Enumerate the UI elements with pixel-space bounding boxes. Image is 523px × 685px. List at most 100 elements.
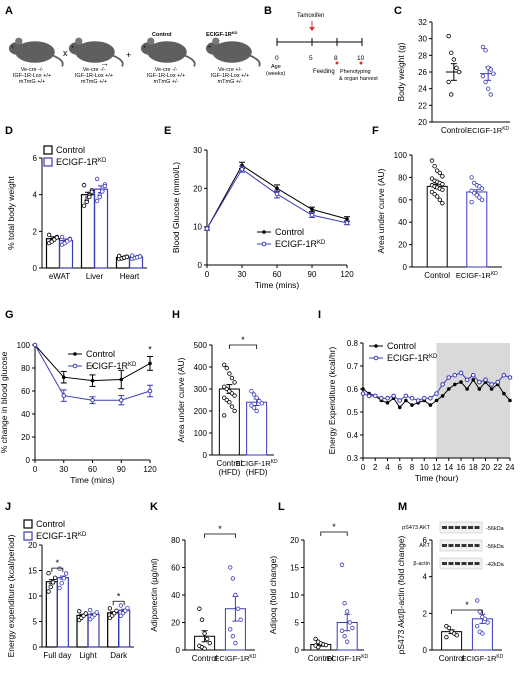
data-point [230, 576, 235, 581]
series-point [397, 398, 403, 403]
series-point [410, 403, 414, 407]
series-point [397, 405, 402, 410]
genotype-text: Ve-cre -/- [155, 67, 178, 73]
data-point [469, 199, 474, 205]
y-tick-label: 60 [171, 564, 180, 573]
blot-band [474, 544, 480, 547]
legend-marker-ko [261, 241, 267, 247]
y-tick-label: 0 [423, 646, 428, 655]
significance-star: * [465, 600, 469, 610]
y-tick-label: 200 [194, 407, 208, 416]
x-tick-label: 0 [205, 270, 210, 279]
data-point [100, 189, 105, 194]
significance-bracket [320, 531, 348, 536]
data-point [451, 57, 457, 62]
data-point [480, 631, 485, 636]
data-point [102, 183, 108, 189]
blot-band [455, 544, 460, 547]
blot-lane [439, 521, 483, 534]
significance-bracket [204, 533, 236, 538]
y-tick-label: 24 [418, 85, 427, 94]
chart-m: 0 2 4 6 pS473 Akt/β-actin (fold change) Contr… [396, 521, 505, 663]
mouse-tail [249, 54, 261, 67]
x-axis-label: Time (hour) [415, 473, 459, 483]
series-point [61, 393, 67, 398]
phenotyping-label: Phenotyping [340, 69, 371, 75]
series-point [61, 375, 66, 380]
mouse-tail [112, 54, 124, 67]
data-point [323, 642, 329, 648]
series-point [309, 212, 315, 218]
y-tick-label: 40 [171, 591, 180, 600]
series-point [90, 397, 95, 403]
timeline-label-5: 5 [309, 55, 313, 62]
y-tick-label: 400 [194, 363, 208, 372]
data-point [485, 86, 491, 91]
data-point [491, 71, 496, 76]
mouse-ear [212, 37, 220, 45]
y-tick-label: 6 [33, 154, 38, 163]
data-point [46, 589, 51, 594]
series-point [477, 379, 482, 385]
y-tick-label: 0 [403, 263, 408, 272]
panel-letter-d: D [5, 125, 13, 137]
data-point [107, 606, 113, 611]
y-axis-label: Area under curve (AU) [176, 357, 186, 442]
data-point [254, 395, 259, 400]
y-tick-label: 80 [21, 364, 30, 373]
x-category-label: ECIGF-1RKD [456, 271, 498, 280]
y-tick-label: 0 [33, 643, 38, 652]
significance-star: * [117, 591, 121, 601]
y-tick-label: 20 [28, 541, 37, 550]
x-tick-label: 4 [385, 463, 390, 472]
data-point [454, 633, 459, 638]
genotype-text: IGF-1R-Lox +/+ [75, 73, 113, 79]
blot-band [442, 526, 447, 529]
data-point [202, 646, 207, 651]
chart-k: 0 20 40 60 80 Adiponectin (µg/ml) ControlECIGF… [149, 524, 257, 663]
chart-c: 20 22 24 26 28 30 32 Body weight (g) Control ECIG… [396, 18, 510, 135]
significance-star: * [218, 524, 222, 534]
data-point [59, 580, 64, 586]
data-point [444, 634, 449, 640]
series-point [274, 191, 280, 197]
significance-bracket [451, 609, 483, 614]
tamoxifen-label: Tamoxifen [297, 13, 324, 19]
data-point [48, 584, 53, 590]
series-point [360, 391, 366, 396]
y-axis-label: pS473 Akt/β-actin (fold change) [396, 535, 406, 654]
blot-band-label: β-actin [413, 561, 430, 567]
panel-a: A x + → Control ECIGF-1RKD Ve-cre -/-IGF… [5, 5, 261, 85]
data-point [342, 601, 347, 606]
panel-letter-c: C [394, 5, 402, 17]
data-point [52, 575, 58, 581]
x-tick-label: 0 [33, 465, 38, 474]
blot-band-label: AKT [419, 543, 430, 549]
x-tick-label: 30 [59, 465, 68, 474]
panel-b: B Tamoxifen 0 5 8 10 Age (weeks) Feeding… [264, 5, 378, 82]
series-point [452, 372, 458, 378]
data-point [114, 608, 119, 613]
x-tick-label: 20 [481, 463, 490, 472]
series-point [434, 391, 439, 396]
data-point [81, 182, 87, 188]
data-point [59, 234, 65, 240]
x-tick-label: 0 [361, 463, 366, 472]
legend-marker-control [262, 230, 266, 234]
mouse-body [75, 41, 115, 63]
data-point [89, 189, 95, 194]
data-point [446, 33, 451, 39]
data-point [429, 158, 435, 163]
mouse-body [15, 41, 55, 63]
y-axis-label: % change in blood glucose [0, 351, 9, 453]
data-point [76, 609, 82, 614]
mouse-eye [208, 45, 211, 48]
y-tick-label: 20 [418, 118, 427, 127]
x-tick-label: 6 [398, 463, 403, 472]
genotype-text: IGF-1R-Lox +/+ [13, 73, 51, 79]
x-tick-label: 90 [308, 270, 317, 279]
series-point [471, 378, 476, 382]
data-point [84, 199, 89, 205]
blot-band [468, 526, 473, 529]
series-point [379, 395, 384, 401]
